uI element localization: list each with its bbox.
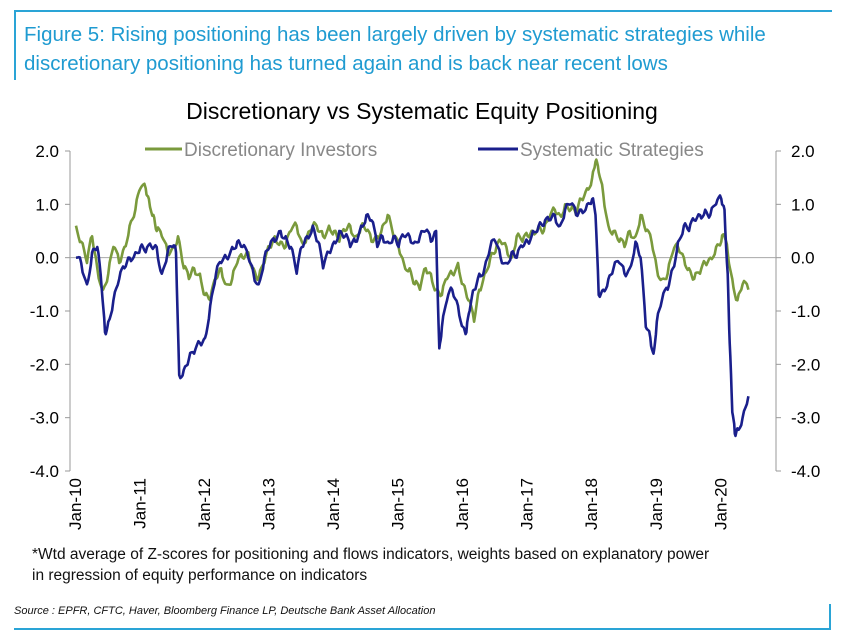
chart-title: Discretionary vs Systematic Equity Posit… bbox=[186, 98, 658, 124]
footnote-line-1: *Wtd average of Z-scores for positioning… bbox=[32, 546, 710, 563]
figure-title-frame bbox=[14, 10, 832, 80]
left-y-tick-label: 1.0 bbox=[35, 195, 59, 214]
x-tick-label: Jan-13 bbox=[260, 478, 279, 530]
right-y-tick-label: -1.0 bbox=[791, 302, 820, 321]
x-tick-label: Jan-17 bbox=[518, 478, 537, 530]
footnote: *Wtd average of Z-scores for positioning… bbox=[32, 544, 822, 586]
x-tick-label: Jan-14 bbox=[324, 478, 343, 530]
legend-label-systematic: Systematic Strategies bbox=[520, 140, 704, 161]
series-line-systematic bbox=[75, 194, 750, 438]
right-y-tick-label: -4.0 bbox=[791, 462, 820, 481]
right-y-tick-label: -2.0 bbox=[791, 355, 820, 374]
x-tick-label: Jan-12 bbox=[195, 478, 214, 530]
legend-label-discretionary: Discretionary Investors bbox=[184, 140, 377, 161]
x-tick-label: Jan-20 bbox=[711, 478, 730, 530]
series-line-discretionary bbox=[74, 158, 750, 324]
x-tick-label: Jan-11 bbox=[131, 478, 150, 529]
right-y-tick-label: -3.0 bbox=[791, 409, 820, 428]
x-tick-label: Jan-10 bbox=[66, 478, 85, 530]
bottom-rule bbox=[14, 628, 830, 630]
x-tick-label: Jan-16 bbox=[453, 478, 472, 530]
figure-title: Figure 5: Rising positioning has been la… bbox=[24, 23, 766, 75]
left-y-tick-label: -1.0 bbox=[30, 302, 59, 321]
right-y-tick-label: 2.0 bbox=[791, 142, 815, 161]
x-tick-label: Jan-19 bbox=[647, 478, 666, 530]
left-y-tick-label: 0.0 bbox=[35, 249, 59, 268]
right-y-tick-label: 0.0 bbox=[791, 249, 815, 268]
legend: Discretionary Investors Systematic Strat… bbox=[145, 140, 704, 161]
footnote-line-2: in regression of equity performance on i… bbox=[32, 567, 368, 584]
left-y-tick-label: -2.0 bbox=[30, 355, 59, 374]
left-y-tick-label: -4.0 bbox=[30, 462, 59, 481]
left-y-tick-label: 2.0 bbox=[35, 142, 59, 161]
bottom-rule-tick bbox=[829, 604, 831, 630]
x-tick-label: Jan-15 bbox=[389, 478, 408, 530]
right-y-tick-label: 1.0 bbox=[791, 195, 815, 214]
source-note: Source : EPFR, CFTC, Haver, Bloomberg Fi… bbox=[14, 605, 436, 617]
x-tick-label: Jan-18 bbox=[582, 478, 601, 530]
left-y-tick-label: -3.0 bbox=[30, 409, 59, 428]
